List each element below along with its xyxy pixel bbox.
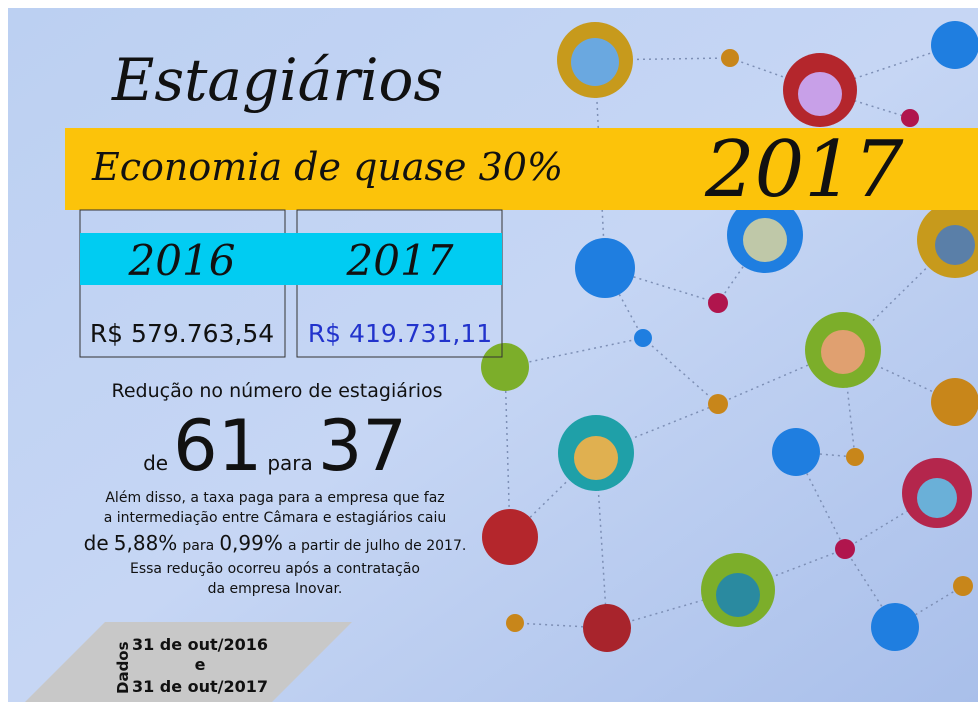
word: de	[84, 531, 109, 555]
value: R$ 419.731,11	[308, 319, 492, 348]
heading: Redução no número de estagiários	[111, 380, 442, 402]
note-line: Além disso, a taxa paga para a empresa q…	[105, 490, 444, 506]
word: a partir de julho de 2017.	[288, 538, 466, 554]
source-line: 31 de out/2017	[132, 677, 268, 696]
note-line: a intermediação entre Câmara e estagiári…	[104, 510, 447, 526]
note-line: da empresa Inovar.	[208, 581, 343, 597]
title: Estagiários	[111, 46, 443, 114]
source-line: e	[195, 655, 206, 674]
column-header: 2017	[346, 236, 454, 285]
word: para	[267, 451, 312, 475]
source-label: Dados	[114, 641, 132, 694]
banner-year: 2017	[704, 125, 904, 215]
source-line: 31 de out/2016	[132, 635, 268, 654]
number: 61	[173, 405, 262, 487]
word: para	[182, 538, 214, 554]
rate: 0,99%	[219, 531, 283, 555]
word: de	[143, 451, 168, 475]
subtitle: Economia de quase 30%	[91, 145, 563, 189]
number: 37	[318, 405, 407, 487]
rate: 5,88%	[114, 531, 178, 555]
note-line: Essa redução ocorreu após a contratação	[130, 561, 420, 577]
page: Estagiários Economia de quase 30% 2017 2…	[0, 0, 978, 702]
value: R$ 579.763,54	[90, 319, 274, 348]
infographic: Estagiários Economia de quase 30% 2017 2…	[0, 0, 978, 702]
column-header: 2016	[128, 236, 236, 285]
